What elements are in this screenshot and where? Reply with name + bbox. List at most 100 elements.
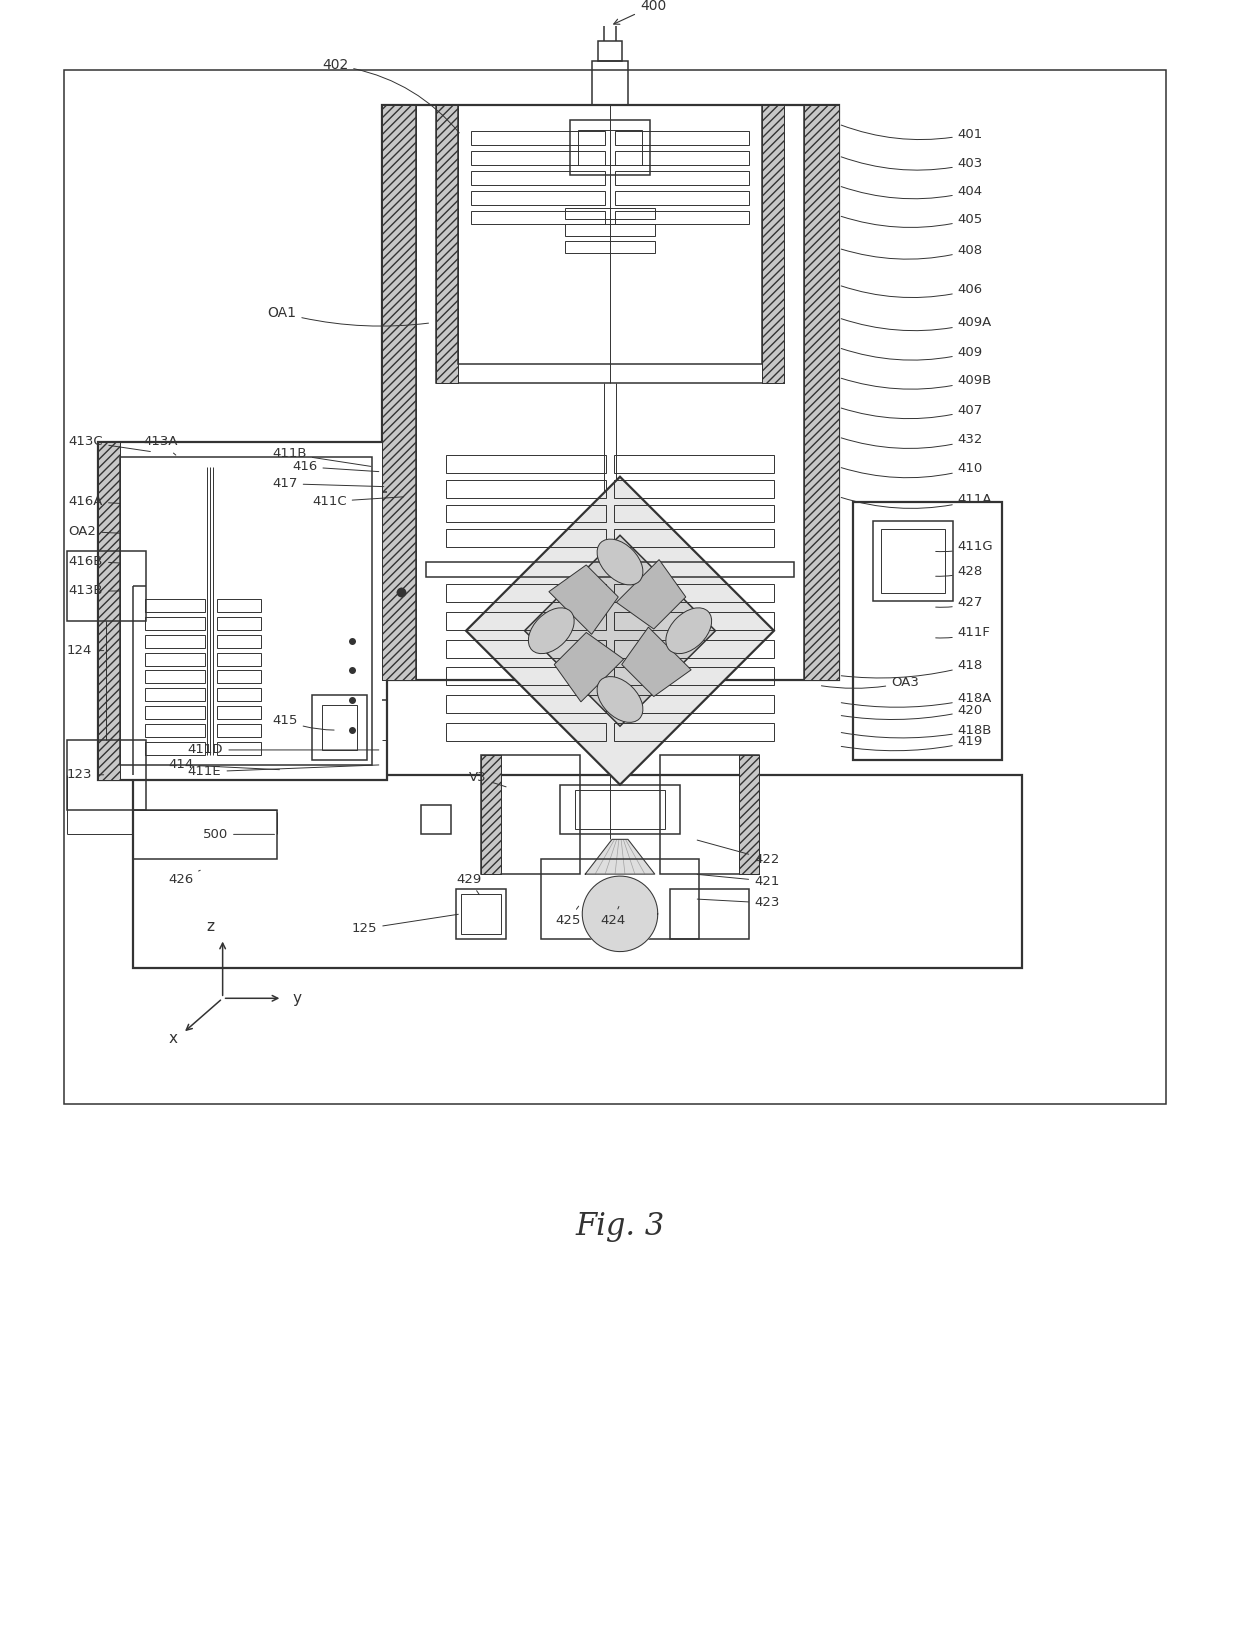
Text: 411D: 411D (188, 743, 378, 756)
Text: 411B: 411B (273, 447, 371, 467)
Text: z: z (207, 919, 215, 934)
Text: 409B: 409B (841, 373, 992, 390)
Bar (763, 105, 784, 383)
Text: OA3: OA3 (821, 676, 919, 689)
Text: 419: 419 (841, 735, 983, 751)
Bar (481, 755, 501, 875)
Bar (145, 635, 205, 648)
Bar (598, 41, 622, 61)
Text: 413A: 413A (143, 436, 177, 455)
Bar (593, 61, 627, 105)
Polygon shape (554, 633, 624, 702)
Bar (446, 455, 606, 473)
Text: 413B: 413B (68, 585, 120, 597)
Text: 416A: 416A (68, 495, 120, 508)
Bar (217, 707, 262, 718)
Text: 423: 423 (697, 896, 780, 909)
Text: 428: 428 (936, 564, 983, 577)
Bar (217, 723, 262, 737)
Bar (145, 598, 205, 612)
Text: 422: 422 (697, 840, 780, 866)
Text: 405: 405 (841, 214, 983, 227)
Polygon shape (621, 626, 691, 697)
Bar (614, 584, 774, 602)
Bar (446, 612, 606, 630)
Bar (614, 480, 774, 498)
Polygon shape (585, 840, 655, 875)
Bar (541, 860, 699, 939)
Text: 401: 401 (841, 125, 983, 140)
Bar (471, 171, 605, 184)
Text: 427: 427 (936, 597, 983, 610)
Text: Fig. 3: Fig. 3 (575, 1212, 665, 1243)
Bar (456, 889, 506, 939)
Text: 409: 409 (841, 347, 983, 360)
Bar (570, 120, 650, 174)
Bar (560, 784, 680, 835)
Bar (422, 804, 451, 835)
Bar (481, 755, 501, 875)
Bar (471, 191, 605, 204)
Bar (446, 640, 606, 658)
Bar (217, 689, 262, 702)
Bar (446, 667, 606, 686)
Bar (133, 809, 278, 860)
Bar (804, 105, 838, 681)
Text: OA2: OA2 (68, 524, 120, 538)
Bar (614, 723, 774, 741)
Bar (145, 671, 205, 684)
Text: 415: 415 (273, 713, 334, 730)
Text: 429: 429 (456, 873, 481, 894)
Bar (98, 442, 387, 779)
Bar (614, 612, 774, 630)
Bar (565, 225, 655, 237)
Bar (615, 191, 749, 204)
Bar (615, 132, 749, 145)
Bar (382, 105, 838, 681)
Polygon shape (466, 477, 774, 784)
Bar (446, 505, 606, 523)
Bar (436, 105, 784, 383)
Bar (739, 755, 759, 875)
Text: 418: 418 (841, 659, 983, 677)
Bar (67, 740, 146, 809)
Bar (614, 667, 774, 686)
Bar (446, 529, 606, 547)
Bar (217, 616, 262, 630)
Text: 432: 432 (841, 434, 983, 449)
Bar (322, 705, 357, 750)
Bar (63, 71, 1167, 1103)
Bar (145, 653, 205, 666)
Text: V3: V3 (469, 771, 506, 787)
Bar (614, 529, 774, 547)
Bar (133, 774, 1022, 968)
Bar (217, 671, 262, 684)
Polygon shape (616, 559, 686, 630)
Bar (446, 695, 606, 713)
Bar (417, 105, 804, 681)
Text: 409A: 409A (841, 316, 992, 330)
Bar (614, 640, 774, 658)
Text: 411F: 411F (936, 626, 991, 640)
Bar (145, 689, 205, 702)
Bar (615, 210, 749, 225)
Text: 411E: 411E (188, 764, 378, 778)
Text: 413C: 413C (68, 436, 150, 452)
Text: 420: 420 (841, 704, 983, 720)
Bar (427, 562, 794, 577)
Text: 426: 426 (167, 870, 200, 886)
Text: 408: 408 (841, 243, 983, 260)
Bar (217, 635, 262, 648)
Text: 417: 417 (273, 477, 383, 490)
Bar (615, 171, 749, 184)
Polygon shape (549, 566, 619, 635)
Bar (461, 894, 501, 934)
Bar (575, 789, 665, 830)
Bar (471, 210, 605, 225)
Bar (382, 105, 417, 681)
Bar (98, 442, 120, 779)
Bar (804, 105, 838, 681)
Bar (660, 755, 759, 875)
Bar (578, 130, 642, 164)
Bar (446, 584, 606, 602)
